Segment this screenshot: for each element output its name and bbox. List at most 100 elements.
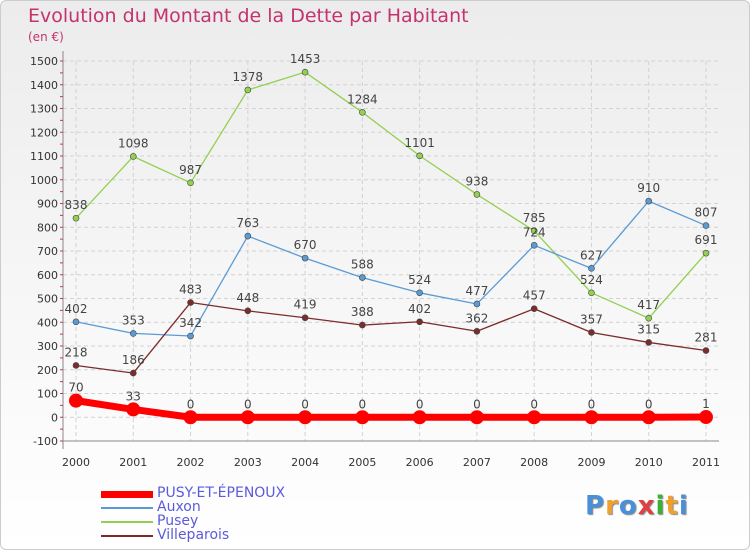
data-label: 588 bbox=[351, 258, 374, 272]
data-point bbox=[183, 410, 198, 425]
data-point bbox=[645, 314, 653, 322]
data-point bbox=[72, 214, 80, 222]
data-point bbox=[126, 402, 141, 417]
logo-letter: r bbox=[605, 491, 619, 521]
x-tick-label: 2000 bbox=[62, 456, 90, 469]
logo-letter: x bbox=[637, 491, 656, 521]
data-label: 1284 bbox=[347, 92, 378, 106]
x-tick-label: 2005 bbox=[348, 456, 376, 469]
data-point bbox=[129, 369, 137, 377]
data-point bbox=[72, 318, 80, 326]
chart-subtitle: (en €) bbox=[28, 30, 64, 44]
data-point bbox=[301, 254, 309, 262]
data-point bbox=[530, 305, 538, 313]
y-tick-label: 100 bbox=[37, 388, 58, 401]
x-tick-label: 2007 bbox=[463, 456, 491, 469]
data-label: 724 bbox=[523, 225, 546, 239]
data-label: 627 bbox=[580, 248, 603, 262]
y-tick-label: 1300 bbox=[30, 103, 58, 116]
data-point bbox=[645, 197, 653, 205]
y-tick-label: 1400 bbox=[30, 79, 58, 92]
data-label: 938 bbox=[465, 174, 488, 188]
data-point bbox=[359, 274, 366, 281]
data-point bbox=[473, 327, 481, 335]
data-label: 315 bbox=[637, 322, 660, 336]
data-point bbox=[240, 410, 255, 425]
data-label: 448 bbox=[236, 291, 259, 305]
legend-swatch bbox=[101, 491, 153, 498]
x-tick-label: 2008 bbox=[520, 456, 548, 469]
x-tick-label: 2002 bbox=[177, 456, 205, 469]
proxiti-logo: Proxiti bbox=[585, 491, 689, 521]
data-point bbox=[129, 330, 137, 337]
y-tick-label: -100 bbox=[33, 435, 58, 448]
series-line-auxon bbox=[75, 200, 707, 337]
data-label: 457 bbox=[523, 289, 546, 303]
data-label: 0 bbox=[359, 397, 367, 411]
chart-title: Evolution du Montant de la Dette par Hab… bbox=[28, 5, 469, 27]
y-tick-label: 300 bbox=[37, 340, 58, 353]
data-point bbox=[129, 153, 137, 160]
data-label: 524 bbox=[408, 273, 431, 287]
data-label: 1378 bbox=[233, 70, 264, 84]
data-point bbox=[588, 329, 595, 336]
data-label: 0 bbox=[473, 397, 481, 411]
data-point bbox=[412, 410, 427, 425]
data-label: 70 bbox=[68, 381, 83, 395]
data-point bbox=[359, 109, 366, 116]
y-tick-label: 700 bbox=[37, 245, 58, 258]
data-point bbox=[699, 410, 713, 425]
data-point bbox=[301, 68, 309, 76]
x-tick-label: 2001 bbox=[119, 456, 147, 469]
data-point bbox=[301, 314, 309, 322]
y-tick-label: 900 bbox=[37, 198, 58, 211]
legend-swatch bbox=[101, 521, 153, 523]
data-label: 362 bbox=[465, 311, 488, 325]
x-tick-label: 2006 bbox=[406, 456, 434, 469]
data-point bbox=[244, 232, 252, 240]
data-label: 987 bbox=[179, 163, 202, 177]
data-point bbox=[416, 318, 423, 326]
data-label: 0 bbox=[244, 397, 252, 411]
data-label: 763 bbox=[236, 216, 259, 230]
data-label: 524 bbox=[580, 273, 603, 287]
data-label: 357 bbox=[580, 312, 603, 326]
data-label: 342 bbox=[179, 316, 202, 330]
data-point bbox=[187, 179, 194, 187]
data-label: 0 bbox=[187, 397, 195, 411]
data-label: 0 bbox=[588, 397, 596, 411]
data-point bbox=[641, 410, 656, 425]
y-tick-label: 1100 bbox=[30, 150, 58, 163]
x-tick-label: 2009 bbox=[577, 456, 605, 469]
y-tick-label: 200 bbox=[37, 364, 58, 377]
data-label: 691 bbox=[695, 233, 718, 247]
data-point bbox=[187, 332, 194, 340]
data-point bbox=[416, 289, 423, 297]
data-label: 0 bbox=[530, 397, 538, 411]
data-point bbox=[588, 289, 595, 297]
data-point bbox=[702, 249, 710, 257]
y-tick-label: 800 bbox=[37, 221, 58, 234]
data-label: 1098 bbox=[118, 136, 149, 150]
data-point bbox=[469, 410, 484, 425]
data-point bbox=[645, 339, 653, 346]
data-label: 670 bbox=[294, 238, 317, 252]
data-label: 353 bbox=[122, 313, 145, 327]
y-tick-label: 1500 bbox=[30, 55, 58, 68]
legend-label: Auxon bbox=[157, 499, 201, 515]
data-point bbox=[527, 410, 542, 425]
data-point bbox=[588, 265, 595, 272]
data-label: 477 bbox=[465, 284, 488, 298]
legend-swatch bbox=[101, 507, 153, 509]
data-label: 417 bbox=[637, 298, 660, 312]
data-point bbox=[244, 307, 252, 315]
data-point bbox=[584, 410, 599, 425]
y-tick-label: 500 bbox=[37, 293, 58, 306]
data-label: 1453 bbox=[290, 52, 321, 66]
data-label: 0 bbox=[416, 397, 424, 411]
data-label: 402 bbox=[65, 302, 88, 316]
x-tick-label: 2011 bbox=[692, 456, 720, 469]
data-label: 281 bbox=[695, 331, 718, 345]
data-point bbox=[530, 227, 538, 235]
